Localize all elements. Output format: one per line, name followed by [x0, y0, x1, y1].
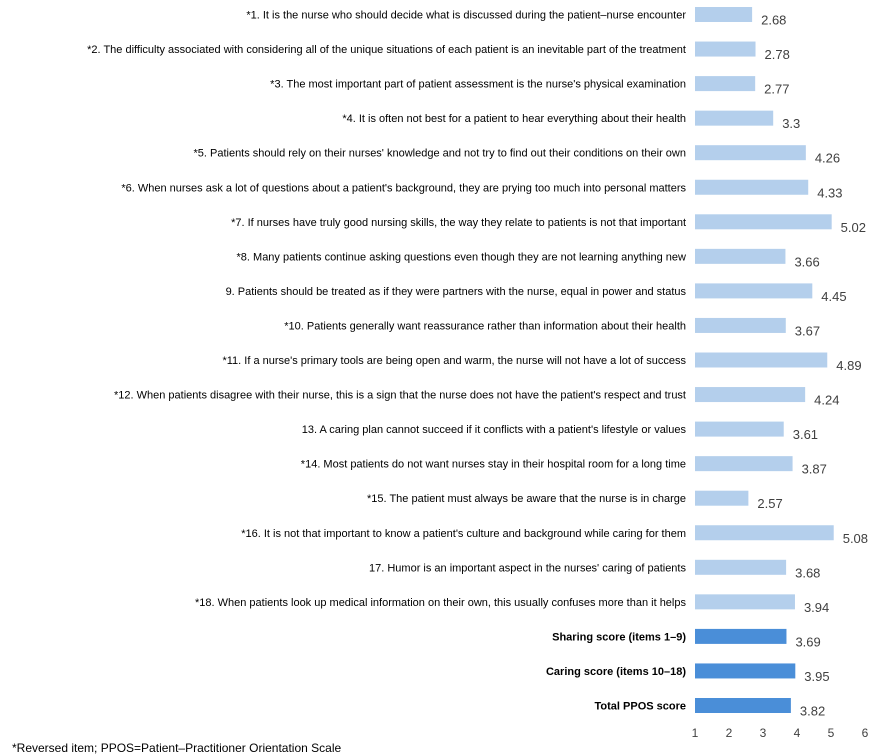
category-label: 13. A caring plan cannot succeed if it c…	[302, 424, 687, 436]
value-label: 5.02	[841, 220, 866, 235]
category-label: Caring score (items 10–18)	[546, 666, 686, 678]
bar	[695, 456, 793, 472]
bar	[695, 663, 796, 679]
bar	[695, 421, 784, 437]
x-tick-label: 6	[862, 726, 869, 740]
value-label: 3.61	[793, 427, 818, 442]
value-label: 3.67	[795, 323, 820, 338]
value-label: 3.68	[795, 565, 820, 580]
x-tick-label: 2	[726, 726, 733, 740]
category-labels: *1. It is the nurse who should decide wh…	[87, 10, 686, 713]
category-label: *3. The most important part of patient a…	[270, 79, 686, 91]
bar	[695, 248, 786, 264]
bar	[695, 145, 806, 161]
value-label: 4.45	[821, 289, 846, 304]
category-label: *2. The difficulty associated with consi…	[87, 44, 686, 56]
x-axis-ticks: 1 2 3 4 5 6	[692, 726, 869, 740]
bar	[695, 559, 787, 575]
bars	[695, 7, 834, 713]
category-label: *18. When patients look up medical infor…	[195, 597, 686, 609]
x-tick-label: 1	[692, 726, 699, 740]
bar	[695, 283, 813, 299]
bar	[695, 525, 834, 541]
value-label: 2.68	[761, 13, 786, 28]
bar	[695, 698, 791, 713]
value-label: 3.3	[782, 116, 800, 131]
value-label: 4.33	[817, 185, 842, 200]
category-label: *14. Most patients do not want nurses st…	[301, 459, 686, 471]
value-label: 3.94	[804, 600, 829, 615]
x-tick-label: 4	[794, 726, 801, 740]
value-label: 3.66	[794, 254, 819, 269]
bar	[695, 214, 832, 230]
category-label: *10. Patients generally want reassurance…	[284, 320, 686, 332]
bar	[695, 110, 774, 126]
value-label: 4.26	[815, 151, 840, 166]
bar	[695, 490, 749, 506]
category-label: 17. Humor is an important aspect in the …	[369, 562, 686, 574]
category-label: *11. If a nurse's primary tools are bein…	[222, 355, 686, 367]
category-label: *5. Patients should rely on their nurses…	[193, 148, 686, 160]
x-tick-label: 3	[760, 726, 767, 740]
bar	[695, 41, 756, 57]
value-label: 3.95	[804, 669, 829, 684]
value-label: 3.69	[795, 634, 820, 649]
value-label: 4.24	[814, 393, 839, 408]
value-label: 2.78	[765, 47, 790, 62]
category-label: Sharing score (items 1–9)	[552, 631, 686, 643]
x-tick-label: 5	[828, 726, 835, 740]
category-label: *6. When nurses ask a lot of questions a…	[121, 182, 686, 194]
category-label: 9. Patients should be treated as if they…	[226, 286, 687, 298]
bar	[695, 76, 756, 92]
bar	[695, 628, 787, 644]
bar	[695, 352, 828, 368]
bar	[695, 594, 795, 610]
value-labels: 2.68 2.78 2.77 3.3 4.26 4.33 5.02 3.66 4.45 3.67 4…	[757, 13, 868, 719]
category-label: *15. The patient must always be aware th…	[367, 493, 686, 505]
category-label: *4. It is often not best for a patient t…	[342, 113, 686, 125]
bar	[695, 387, 806, 403]
value-label: 3.87	[802, 462, 827, 477]
category-label: *1. It is the nurse who should decide wh…	[246, 10, 686, 22]
category-label: Total PPOS score	[595, 701, 687, 713]
value-label: 2.57	[757, 496, 782, 511]
category-label: *7. If nurses have truly good nursing sk…	[231, 217, 686, 229]
value-label: 5.08	[843, 531, 868, 546]
footnote: *Reversed item; PPOS=Patient–Practitione…	[12, 741, 342, 755]
bar	[695, 179, 809, 195]
value-label: 2.77	[764, 82, 789, 97]
category-label: *16. It is not that important to know a …	[241, 528, 686, 540]
category-label: *8. Many patients continue asking questi…	[237, 251, 687, 263]
bar	[695, 317, 786, 333]
value-label: 4.89	[836, 358, 861, 373]
bar	[695, 7, 753, 22]
value-label: 3.82	[800, 704, 825, 719]
category-label: *12. When patients disagree with their n…	[114, 390, 686, 402]
